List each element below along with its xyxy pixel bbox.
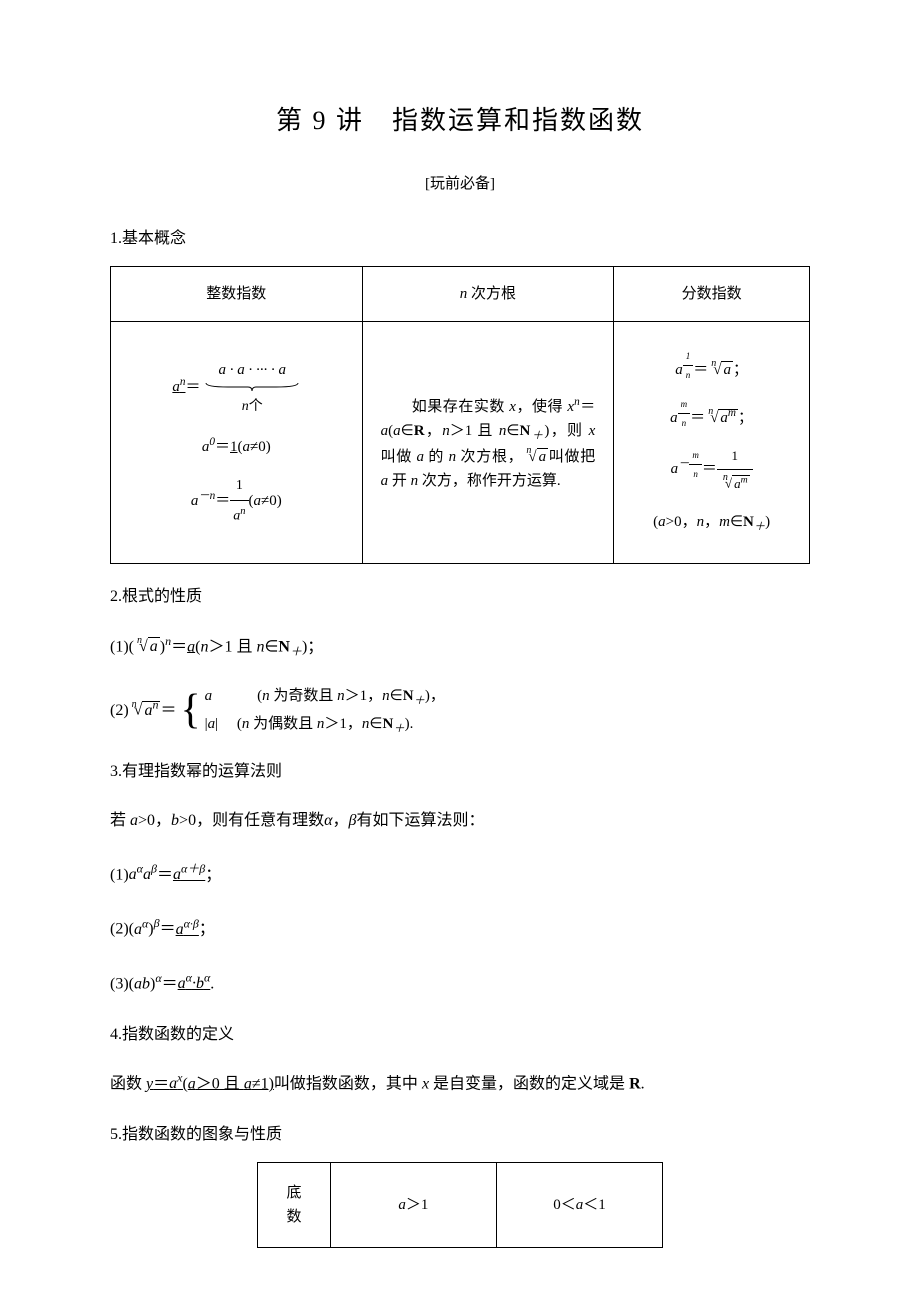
rule-2: (2)(aα)β＝aα·β； (110, 910, 810, 947)
nthroot-cell: 如果存在实数 x，使得 xn＝a(a∈R，n＞1 且 n∈N＋)，则 x 叫做 … (362, 322, 614, 564)
section-1-heading: 1.基本概念 (110, 226, 810, 252)
section-2-heading: 2.根式的性质 (110, 584, 810, 610)
exp-properties-table: 底数 a＞1 0＜a＜1 (257, 1162, 663, 1248)
subtitle-bracket: [玩前必备] (110, 172, 810, 196)
rule-1: (1)aαaβ＝aα＋β； (110, 856, 810, 893)
t2-base-label: 底数 (258, 1163, 331, 1248)
t2-alt1: 0＜a＜1 (496, 1163, 662, 1248)
section-5-heading: 5.指数函数的图象与性质 (110, 1122, 810, 1148)
fraction-exponent-cell: a1n＝n√a； amn＝n√am； a－mn＝1n√am (a>0，n，m∈N… (614, 322, 810, 564)
root-property-1: (1)(n√a)n＝a(n＞1 且 n∈N＋)； (110, 628, 810, 665)
lecture-title: 第 9 讲 指数运算和指数函数 (110, 100, 810, 142)
section-4-heading: 4.指数函数的定义 (110, 1022, 810, 1048)
root-property-2: (2)n√an＝ { a (n 为奇数且 n＞1，n∈N＋)， |a| (n 为… (110, 683, 810, 740)
fraction-exponent-condition: (a>0，n，m∈N＋) (624, 507, 799, 539)
rule-3: (3)(ab)α＝aα·bα. (110, 965, 810, 1002)
rules-intro: 若 a>0，b>0，则有任意有理数α，β有如下运算法则： (110, 803, 810, 838)
t2-agt1: a＞1 (330, 1163, 496, 1248)
table-header-fraction: 分数指数 (614, 267, 810, 322)
table-header-nthroot: n 次方根 (362, 267, 614, 322)
concepts-table: 整数指数 n 次方根 分数指数 an＝ a · a · ··· · a n个 a… (110, 266, 810, 564)
exp-function-definition: 函数 y＝ax(a＞0 且 a≠1)叫做指数函数，其中 x 是自变量，函数的定义… (110, 1065, 810, 1102)
table-header-integer: 整数指数 (111, 267, 363, 322)
integer-exponent-cell: an＝ a · a · ··· · a n个 a0＝1(a≠0) a－n＝1an… (111, 322, 363, 564)
section-3-heading: 3.有理指数幂的运算法则 (110, 759, 810, 785)
